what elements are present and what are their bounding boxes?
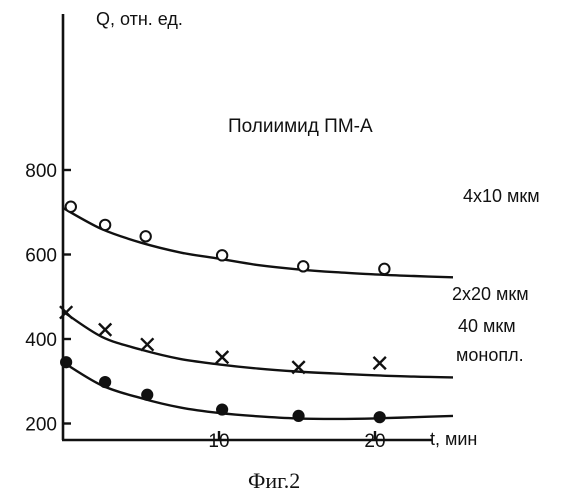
series-label-40-line1: 40 мкм xyxy=(458,316,516,336)
fit-curve-40 xyxy=(62,361,454,421)
data-point-4x10-1 xyxy=(64,200,78,213)
series-label-40-line2: монопл. xyxy=(456,345,524,365)
axis-ticks: 200 400 600 800 10 20 xyxy=(25,161,385,452)
y-tick-label-600: 600 xyxy=(25,246,57,267)
fit-curves xyxy=(62,206,454,421)
y-tick-label-400: 400 xyxy=(25,330,57,351)
data-point-2x20-4 xyxy=(215,350,230,365)
data-point-4x10-2 xyxy=(98,218,112,232)
data-point-40-5 xyxy=(292,409,305,422)
data-point-40-2 xyxy=(99,375,112,389)
data-point-40-6 xyxy=(373,411,386,424)
data-point-2x20-5 xyxy=(291,360,306,375)
series-label-4x10: 4x10 мкм xyxy=(463,186,540,206)
data-point-2x20-2 xyxy=(98,322,113,337)
data-point-4x10-6 xyxy=(378,262,391,276)
data-point-4x10-5 xyxy=(297,260,310,273)
data-point-2x20-3 xyxy=(140,337,155,352)
y-axis-title: Q, отн. ед. xyxy=(96,9,183,29)
data-point-40-3 xyxy=(141,388,154,401)
x-tick-label-20: 20 xyxy=(364,431,385,452)
data-point-4x10-4 xyxy=(215,249,229,262)
x-tick-label-10: 10 xyxy=(208,431,229,452)
data-point-2x20-6 xyxy=(372,356,387,371)
x-axis-title: t, мин xyxy=(430,429,477,449)
figure-caption: Фиг.2 xyxy=(248,468,300,493)
y-tick-label-200: 200 xyxy=(25,415,57,436)
annotation-polymer-name: Полиимид ПМ-А xyxy=(228,116,373,137)
series-label-2x20: 2x20 мкм xyxy=(452,284,529,304)
fit-curve-2x20 xyxy=(62,310,454,379)
data-point-4x10-3 xyxy=(139,230,152,243)
data-point-40-4 xyxy=(216,403,229,416)
y-tick-label-800: 800 xyxy=(25,161,57,182)
fit-curve-4x10 xyxy=(62,206,454,279)
